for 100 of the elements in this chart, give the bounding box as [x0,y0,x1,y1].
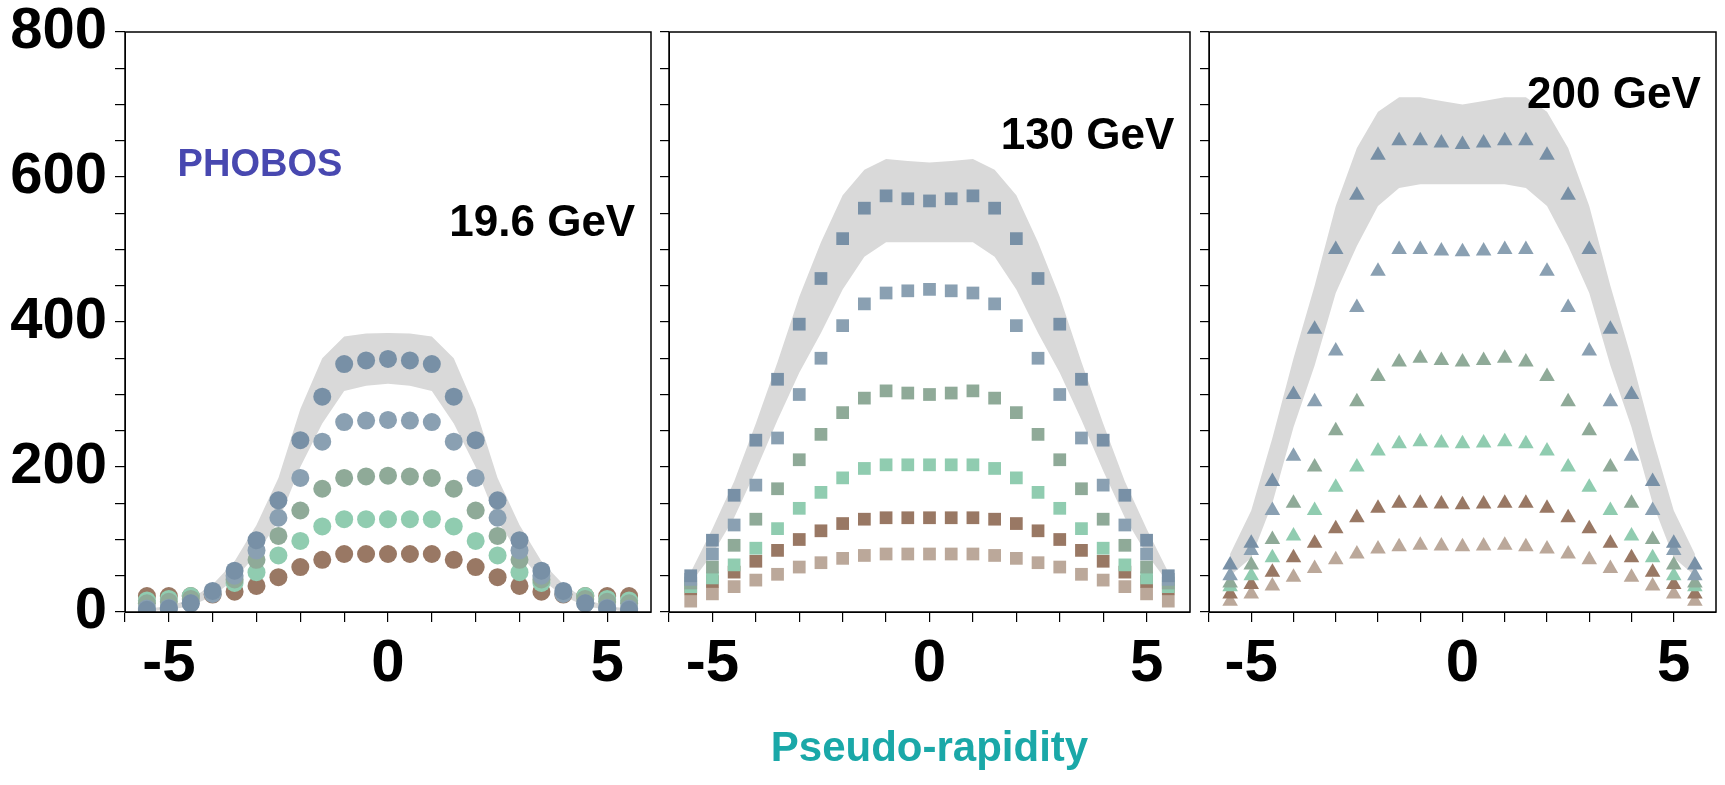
point [944,458,958,472]
point [923,511,936,525]
point [1075,544,1088,557]
point [684,594,698,608]
point [1140,547,1153,561]
point [1075,431,1088,445]
point [1602,501,1619,515]
point [1327,421,1344,436]
point [1327,342,1344,356]
point [1009,232,1023,245]
y-tick-label: 200 [10,430,107,495]
point [1475,434,1492,448]
point [944,386,958,400]
point [771,482,784,496]
point [1433,133,1450,148]
point [1096,541,1110,555]
point [1560,392,1576,407]
point [1031,272,1045,285]
point [879,189,893,203]
point [1370,499,1386,513]
point [727,488,741,502]
point [1391,537,1407,552]
point [879,511,893,525]
point [1581,421,1598,436]
point [727,538,741,552]
point [1285,526,1302,541]
point [814,351,828,365]
point [771,522,784,535]
point [1391,494,1407,508]
y-tick-label: 600 [10,140,107,205]
point [1031,486,1045,499]
point [1306,559,1323,573]
point [1539,442,1555,456]
point [1475,133,1492,148]
point [1560,545,1576,559]
point [1349,508,1365,523]
point [836,517,850,530]
point [1665,534,1682,548]
point [1433,494,1450,509]
point [706,547,719,561]
annotation: 200 GeV [1527,67,1702,117]
point [836,551,850,565]
point [836,471,850,485]
point [1391,434,1407,449]
point [1412,494,1429,508]
point [1644,472,1661,486]
point [1031,524,1045,538]
x-tick-label: 0 [371,626,405,694]
point [792,453,806,467]
point [1518,131,1534,146]
point [1496,240,1513,254]
point [1496,432,1513,447]
point [1009,471,1023,485]
point [1285,385,1302,399]
point [1644,548,1661,563]
point [923,458,936,472]
point [1475,494,1492,509]
point [1075,372,1088,386]
point [1412,432,1429,447]
point [1623,494,1640,508]
point [814,556,828,570]
point [1475,351,1492,365]
point [1433,537,1450,551]
point [1623,548,1640,563]
point [1475,537,1492,551]
point [1433,434,1450,448]
point [771,372,784,386]
point [1327,550,1344,565]
point [858,549,871,562]
point [1285,568,1302,582]
point [858,462,871,475]
point [1306,392,1323,407]
x-tick-label: 0 [912,626,947,694]
point [1370,539,1386,554]
point [792,560,806,574]
point [901,511,915,525]
point [1306,458,1323,472]
point [1327,519,1344,534]
point [1075,567,1088,581]
point [1140,560,1153,574]
point [1412,536,1429,550]
point [792,501,806,515]
point [1433,241,1450,256]
point [771,544,784,557]
point [1096,512,1110,526]
point [966,511,980,525]
point [1644,501,1661,515]
point [858,201,871,215]
point [1009,551,1023,565]
point [1602,458,1619,472]
point [1412,131,1429,146]
point [1560,298,1576,312]
point [1306,534,1323,548]
point [1518,352,1534,367]
point [1053,453,1067,467]
point [814,486,828,499]
point [1602,559,1619,573]
point [1075,482,1088,496]
point [1349,298,1365,312]
point [1327,240,1344,254]
